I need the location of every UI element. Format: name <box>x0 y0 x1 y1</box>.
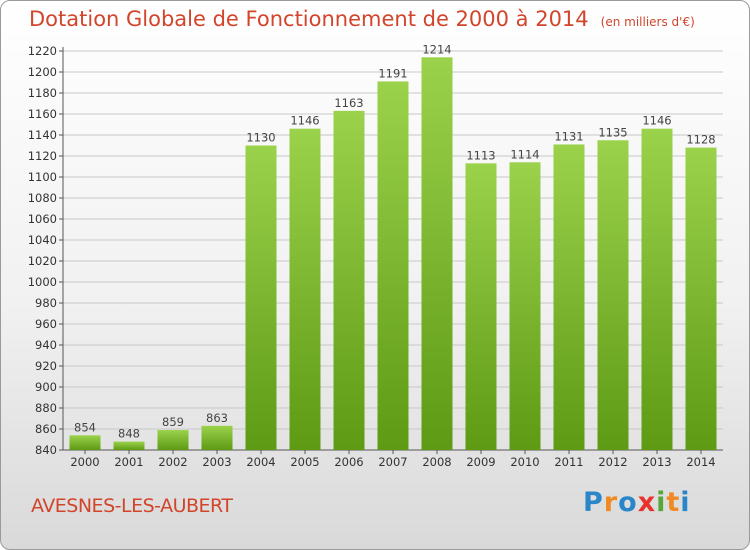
bar-2006 <box>333 110 365 450</box>
value-label-2013: 1146 <box>642 114 671 128</box>
y-tick-label: 1220 <box>28 44 57 58</box>
x-tick-label-2002: 2002 <box>158 455 187 469</box>
commune-name: AVESNES-LES-AUBERT <box>31 495 233 517</box>
value-label-2004: 1130 <box>246 131 275 145</box>
value-label-2014: 1128 <box>686 133 715 147</box>
bar-2011 <box>553 144 585 450</box>
y-tick-label: 1200 <box>28 65 57 79</box>
x-tick-label-2004: 2004 <box>246 455 275 469</box>
y-tick-label: 900 <box>35 380 57 394</box>
x-tick-label-2007: 2007 <box>378 455 407 469</box>
value-label-2009: 1113 <box>466 148 495 162</box>
bar-2008 <box>421 57 453 451</box>
y-tick-label: 1100 <box>28 170 57 184</box>
bar-2002 <box>157 430 189 450</box>
x-tick-label-2009: 2009 <box>466 455 495 469</box>
x-tick-label-2003: 2003 <box>202 455 231 469</box>
value-label-2008: 1214 <box>422 42 451 56</box>
y-tick-label: 980 <box>35 296 57 310</box>
proxiti-logo[interactable]: Proxiti <box>583 487 691 518</box>
y-tick-label: 840 <box>35 443 57 457</box>
bar-2001 <box>113 441 145 450</box>
value-label-2007: 1191 <box>378 66 407 80</box>
value-label-2000: 854 <box>74 420 96 434</box>
x-tick-label-2006: 2006 <box>334 455 363 469</box>
x-tick-label-2000: 2000 <box>70 455 99 469</box>
y-tick-label: 1180 <box>28 86 57 100</box>
value-label-2002: 859 <box>162 415 184 429</box>
y-tick-label: 960 <box>35 317 57 331</box>
labels: 854 2000 848 2001 859 2002 863 2003 1130 2004 1146… <box>70 42 715 469</box>
chart-unit: (en milliers d'€) <box>600 15 695 29</box>
y-tick-label: 1080 <box>28 191 57 205</box>
y-tick-label: 1040 <box>28 233 57 247</box>
y-tick-label: 940 <box>35 338 57 352</box>
bar-chart: 840 860 880 900 920 940 960 980 1000 1020 1040 1060… <box>28 42 723 469</box>
y-tick-label: 1120 <box>28 149 57 163</box>
y-tick-label: 1020 <box>28 254 57 268</box>
x-tick-label-2013: 2013 <box>642 455 671 469</box>
y-tick-label: 1160 <box>28 107 57 121</box>
value-label-2010: 1114 <box>510 147 539 161</box>
x-tick-label-2001: 2001 <box>114 455 143 469</box>
chart-title-text: Dotation Globale de Fonctionnement de 20… <box>29 7 589 31</box>
value-label-2005: 1146 <box>290 114 319 128</box>
x-tick-label-2011: 2011 <box>554 455 583 469</box>
value-label-2012: 1135 <box>598 125 627 139</box>
y-tick-label: 880 <box>35 401 57 415</box>
x-tick-label-2012: 2012 <box>598 455 627 469</box>
y-tick-label: 860 <box>35 422 57 436</box>
bar-2000 <box>69 435 101 450</box>
chart-title: Dotation Globale de Fonctionnement de 20… <box>29 7 695 31</box>
value-label-2003: 863 <box>206 411 228 425</box>
bars <box>69 57 717 451</box>
bar-2010 <box>509 162 541 451</box>
x-tick-label-2014: 2014 <box>686 455 715 469</box>
bar-2013 <box>641 128 673 450</box>
bar-2007 <box>377 81 409 450</box>
bar-2005 <box>289 128 321 450</box>
y-tick-label: 1000 <box>28 275 57 289</box>
bar-2009 <box>465 163 497 450</box>
value-label-2011: 1131 <box>554 129 583 143</box>
x-tick-label-2008: 2008 <box>422 455 451 469</box>
bar-2003 <box>201 425 233 450</box>
bar-2004 <box>245 145 277 450</box>
x-tick-label-2010: 2010 <box>510 455 539 469</box>
bar-2012 <box>597 140 629 450</box>
y-tick-label: 1140 <box>28 128 57 142</box>
bar-2014 <box>685 147 717 450</box>
value-label-2001: 848 <box>118 427 140 441</box>
y-tick-label: 1060 <box>28 212 57 226</box>
y-tick-label: 920 <box>35 359 57 373</box>
x-tick-label-2005: 2005 <box>290 455 319 469</box>
value-label-2006: 1163 <box>334 96 363 110</box>
